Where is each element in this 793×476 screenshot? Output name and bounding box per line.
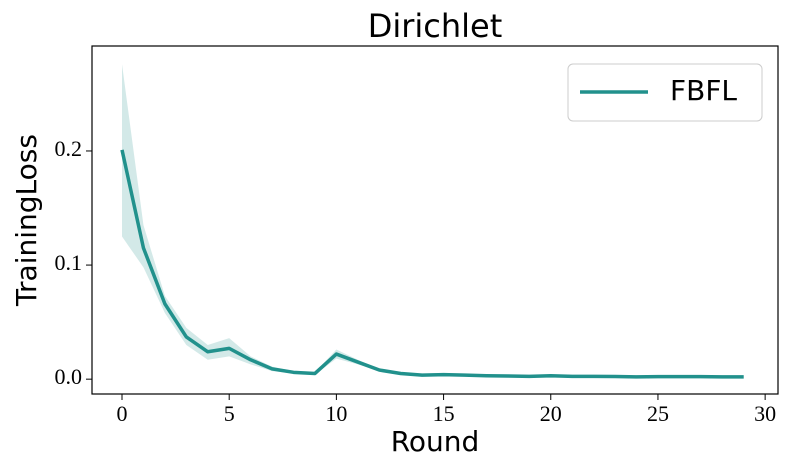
x-tick-label: 20 (540, 401, 562, 426)
y-tick-label: 0.1 (55, 250, 83, 275)
x-axis-label: Round (391, 425, 480, 458)
x-tick-label: 25 (647, 401, 669, 426)
line (120, 149, 744, 379)
legend-box (567, 63, 763, 122)
x-tick-label: 10 (325, 401, 347, 426)
y-tick-label: 0.2 (55, 136, 83, 161)
legend-label: FBFL (670, 74, 737, 107)
x-tick-label: 30 (754, 401, 776, 426)
chart-title: Dirichlet (368, 7, 503, 45)
x-tick-label: 5 (224, 401, 235, 426)
x-tick-label: 15 (433, 401, 455, 426)
y-tick-label: 0.0 (55, 364, 83, 389)
y-axis-label: TrainingLoss (10, 134, 43, 307)
plot-frame (91, 45, 779, 395)
x-tick-label: 0 (117, 401, 128, 426)
